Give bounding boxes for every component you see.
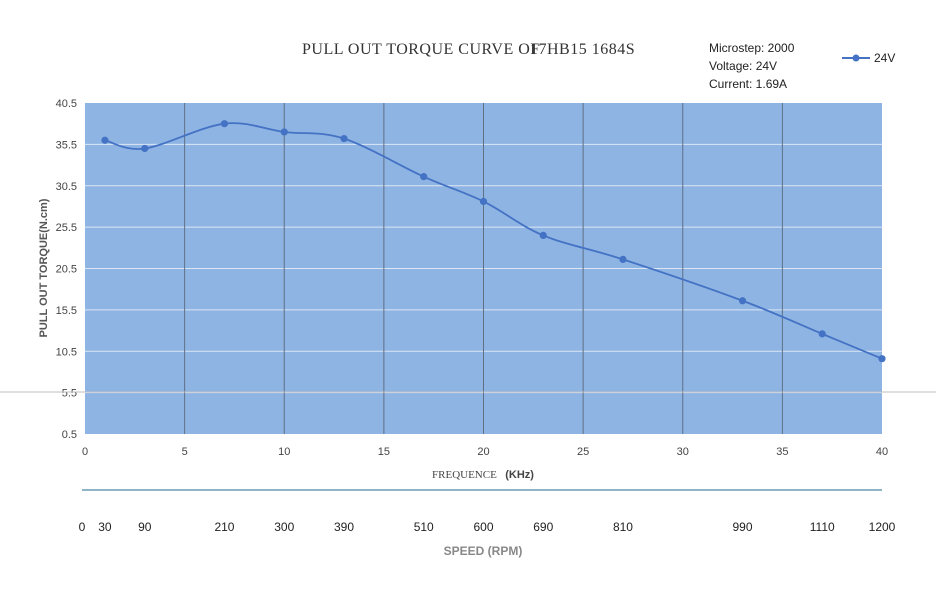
speed-axis-label: SPEED (RPM) [444, 544, 523, 558]
speed-tick-label: 600 [473, 520, 493, 534]
data-point [420, 173, 428, 181]
data-point [280, 128, 288, 136]
y-tick-label: 25.5 [56, 222, 77, 234]
speed-tick-label: 390 [334, 520, 354, 534]
data-point [539, 231, 547, 239]
x-tick-label: 5 [182, 446, 188, 458]
y-tick-label: 15.5 [56, 305, 77, 317]
x-axis-ticks: 0 5 10 15 20 25 30 35 40 [82, 446, 888, 458]
speed-tick-label: 810 [613, 520, 633, 534]
x-tick-label: 25 [577, 446, 589, 458]
y-axis-ticks: 40.5 35.5 30.5 25.5 20.5 15.5 10.5 5.5 0.5 [56, 98, 77, 441]
x-tick-label: 20 [477, 446, 489, 458]
y-axis-label: PULL OUT TORQUE(N.cm) [38, 198, 50, 337]
legend-marker [852, 54, 860, 62]
info-microstep: Microstep: 2000 [709, 41, 795, 55]
speed-tick-label: 510 [414, 520, 434, 534]
chart-title-model: 17HB15 1684S [530, 41, 635, 58]
grid-lines [85, 103, 882, 434]
y-tick-label: 5.5 [62, 388, 77, 400]
speed-tick-label: 1110 [810, 520, 835, 534]
x-tick-label: 40 [876, 446, 888, 458]
speed-axis-ticks: 0 30 90 210 300 390 510 600 690 810 990 1110 1200 [79, 520, 896, 534]
data-point [141, 144, 149, 153]
x-tick-label: 0 [82, 446, 88, 458]
speed-tick-label: 30 [98, 520, 112, 534]
y-tick-label: 40.5 [56, 98, 77, 110]
legend-label: 24V [874, 51, 895, 65]
x-tick-label: 30 [677, 446, 689, 458]
x-tick-label: 10 [278, 446, 290, 458]
y-tick-label: 35.5 [56, 139, 77, 151]
y-tick-label: 30.5 [56, 181, 77, 193]
info-current: Current: 1.69A [709, 77, 787, 91]
speed-tick-label: 0 [79, 520, 86, 534]
speed-tick-label: 210 [214, 520, 234, 534]
data-point [220, 120, 229, 128]
series-24v [101, 120, 886, 363]
speed-tick-label: 1200 [869, 520, 896, 534]
speed-tick-label: 300 [274, 520, 294, 534]
data-point [738, 297, 747, 305]
info-voltage: Voltage: 24V [709, 59, 777, 73]
data-point [619, 255, 627, 263]
y-tick-label: 10.5 [56, 346, 77, 358]
data-point [340, 134, 348, 143]
x-axis-label: FREQUENCE (KHz) [432, 465, 534, 482]
x-tick-label: 35 [776, 446, 788, 458]
data-point [878, 355, 886, 363]
speed-tick-label: 690 [533, 520, 553, 534]
chart-title: PULL OUT TORQUE CURVE OF [302, 41, 540, 58]
x-tick-label: 15 [378, 446, 390, 458]
speed-tick-label: 90 [138, 520, 152, 534]
y-tick-label: 20.5 [56, 264, 77, 276]
y-tick-label: 0.5 [62, 429, 77, 441]
data-point [818, 330, 826, 338]
x-axis-label-text: FREQUENCE [432, 469, 497, 481]
data-point [101, 136, 109, 144]
data-point [479, 197, 488, 206]
speed-tick-label: 990 [733, 520, 753, 534]
x-axis-label-unit: (KHz) [505, 469, 534, 481]
legend: 24V [842, 51, 895, 65]
